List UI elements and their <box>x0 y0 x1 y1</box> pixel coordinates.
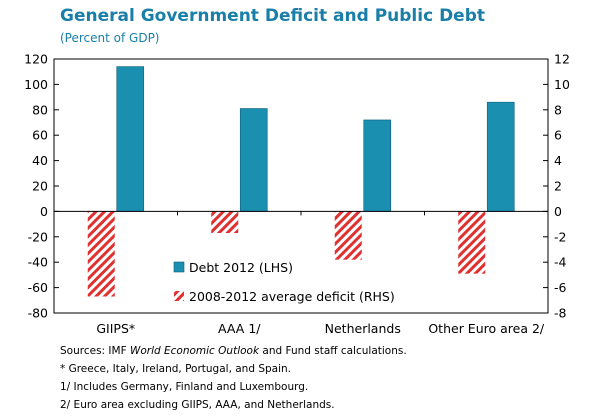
left-axis-tick-label: -80 <box>28 306 48 321</box>
left-axis-tick-label: 100 <box>24 77 48 92</box>
chart-subtitle: (Percent of GDP) <box>60 31 160 45</box>
legend-label-deficit: 2008-2012 average deficit (RHS) <box>189 289 395 304</box>
left-axis-tick-label: -40 <box>28 255 48 270</box>
right-axis-tick-label: 10 <box>554 77 570 92</box>
legend-swatch-deficit <box>174 291 184 301</box>
right-axis-tick-label: -6 <box>554 280 567 295</box>
right-axis-tick-label: 0 <box>554 204 562 219</box>
category-label: Netherlands <box>325 321 401 336</box>
debt-bar <box>363 119 392 212</box>
right-axis-tick-label: 12 <box>554 52 570 67</box>
left-axis-tick-label: 80 <box>32 102 48 117</box>
left-axis-tick-label: 120 <box>24 52 48 67</box>
left-axis-tick-label: -20 <box>28 229 48 244</box>
right-axis-tick-label: -8 <box>554 306 567 321</box>
source-note: Sources: IMF World Economic Outlook and … <box>60 345 407 357</box>
category-label: GIIPS* <box>96 321 135 336</box>
debt-bar <box>486 101 515 212</box>
legend-swatch-debt <box>173 261 185 273</box>
deficit-bar <box>211 211 239 233</box>
chart-title: General Government Deficit and Public De… <box>60 6 486 26</box>
left-axis-tick-label: 60 <box>32 128 48 143</box>
right-axis-tick-label: 8 <box>554 102 562 117</box>
footnote-2: 2/ Euro area excluding GIIPS, AAA, and N… <box>60 399 335 411</box>
legend-label-debt: Debt 2012 (LHS) <box>189 260 293 275</box>
deficit-bar <box>458 211 486 274</box>
right-axis-tick-label: -2 <box>554 229 566 244</box>
right-axis-tick-label: 6 <box>554 128 562 143</box>
footnote-star: * Greece, Italy, Ireland, Portugal, and … <box>60 363 292 375</box>
right-axis-tick-label: 4 <box>554 153 562 168</box>
category-label: AAA 1/ <box>218 321 261 336</box>
left-axis-tick-label: -60 <box>28 280 48 295</box>
left-axis-tick-label: 20 <box>32 179 48 194</box>
debt-bar <box>239 108 268 212</box>
deficit-bar <box>334 211 362 260</box>
left-axis-tick-label: 0 <box>40 204 48 219</box>
left-axis-tick-label: 40 <box>32 153 48 168</box>
deficit-bar <box>87 211 115 297</box>
category-label: Other Euro area 2/ <box>428 321 545 336</box>
footnote-1: 1/ Includes Germany, Finland and Luxembo… <box>60 381 309 393</box>
footnotes: Sources: IMF World Economic Outlook and … <box>60 342 407 414</box>
right-axis-tick-label: 2 <box>554 179 562 194</box>
debt-bar <box>116 66 145 212</box>
right-axis-tick-label: -4 <box>554 255 567 270</box>
